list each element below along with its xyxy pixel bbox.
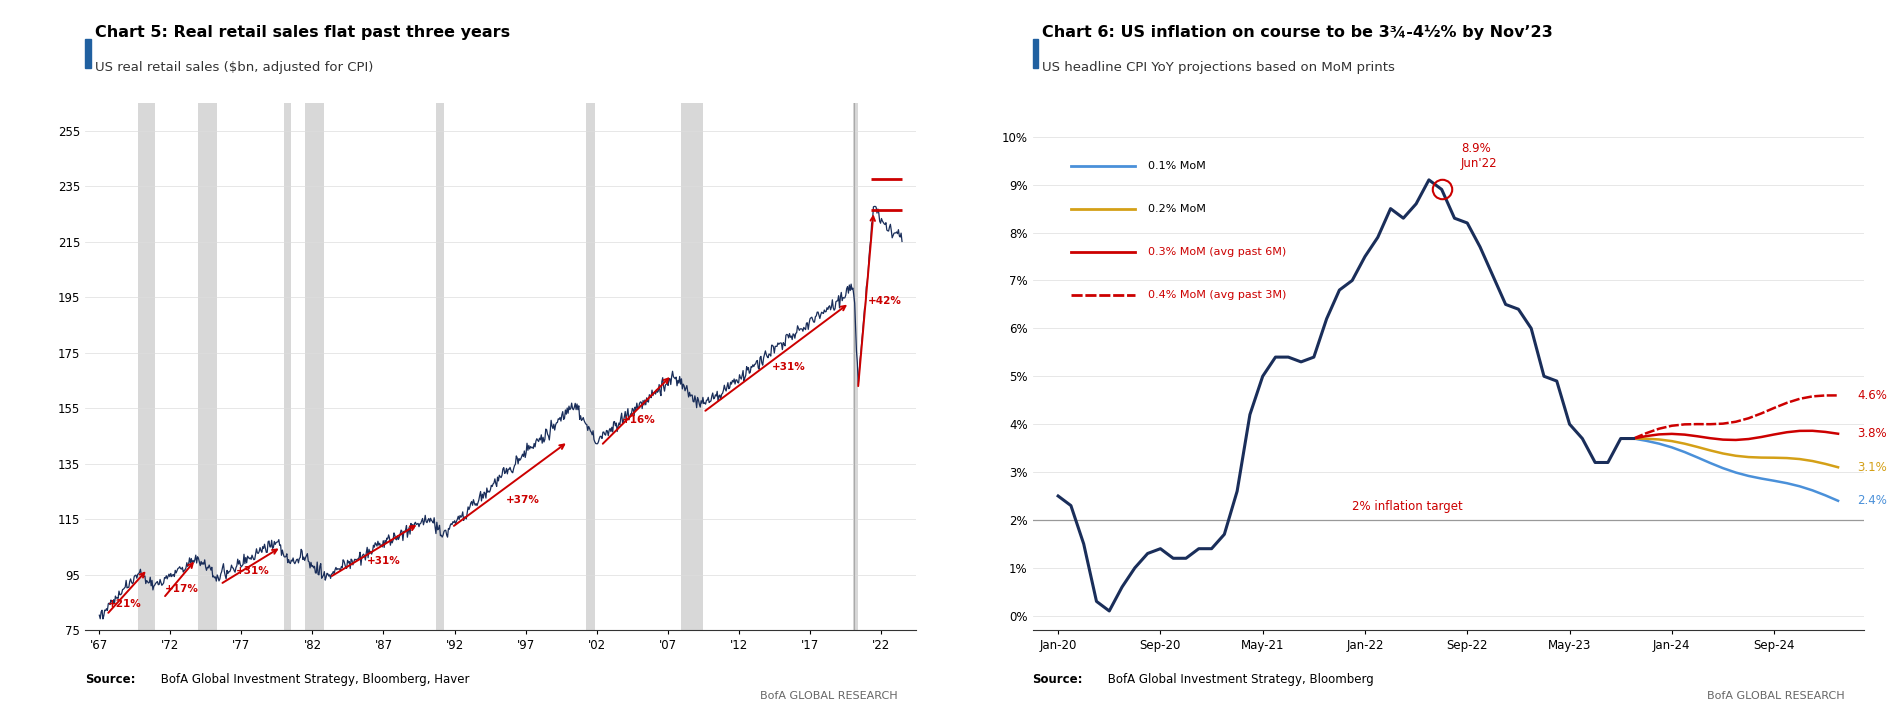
Bar	[138, 103, 155, 630]
Text: Source:: Source:	[1033, 673, 1082, 686]
Text: +31%: +31%	[236, 566, 271, 576]
Bar	[305, 103, 324, 630]
Text: US headline CPI YoY projections based on MoM prints: US headline CPI YoY projections based on…	[1042, 61, 1394, 73]
Text: 3.1%: 3.1%	[1858, 461, 1886, 473]
Text: +37%: +37%	[505, 496, 539, 506]
Bar	[587, 103, 596, 630]
Text: Chart 5: Real retail sales flat past three years: Chart 5: Real retail sales flat past thr…	[95, 25, 509, 40]
Text: 8.9%
Jun'22: 8.9% Jun'22	[1461, 142, 1497, 170]
Text: BofA GLOBAL RESEARCH: BofA GLOBAL RESEARCH	[761, 691, 897, 701]
Text: 3.8%: 3.8%	[1858, 427, 1886, 440]
Bar	[435, 103, 445, 630]
Text: BofA Global Investment Strategy, Bloomberg: BofA Global Investment Strategy, Bloombe…	[1105, 673, 1374, 686]
Text: 2% inflation target: 2% inflation target	[1353, 500, 1463, 513]
Bar	[197, 103, 216, 630]
Text: Chart 6: US inflation on course to be 3¾-4½% by Nov’23: Chart 6: US inflation on course to be 3¾…	[1042, 25, 1553, 40]
Text: +17%: +17%	[165, 584, 199, 594]
Text: Source:: Source:	[85, 673, 136, 686]
Text: +16%: +16%	[622, 415, 657, 425]
Text: BofA GLOBAL RESEARCH: BofA GLOBAL RESEARCH	[1707, 691, 1845, 701]
Text: +21%: +21%	[108, 600, 142, 609]
Text: BofA Global Investment Strategy, Bloomberg, Haver: BofA Global Investment Strategy, Bloombe…	[157, 673, 469, 686]
Bar	[284, 103, 291, 630]
Text: 0.3% MoM (avg past 6M): 0.3% MoM (avg past 6M)	[1148, 247, 1287, 257]
Bar	[853, 103, 859, 630]
Text: US real retail sales ($bn, adjusted for CPI): US real retail sales ($bn, adjusted for …	[95, 61, 373, 73]
Text: 2.4%: 2.4%	[1858, 494, 1886, 507]
Text: 4.6%: 4.6%	[1858, 389, 1886, 402]
Text: 0.2% MoM: 0.2% MoM	[1148, 204, 1205, 214]
Text: +42%: +42%	[868, 295, 902, 305]
Text: +31%: +31%	[367, 556, 401, 566]
Text: +31%: +31%	[772, 362, 806, 372]
Bar	[681, 103, 704, 630]
Text: 0.1% MoM: 0.1% MoM	[1148, 160, 1205, 170]
Text: 0.4% MoM (avg past 3M): 0.4% MoM (avg past 3M)	[1148, 290, 1287, 300]
